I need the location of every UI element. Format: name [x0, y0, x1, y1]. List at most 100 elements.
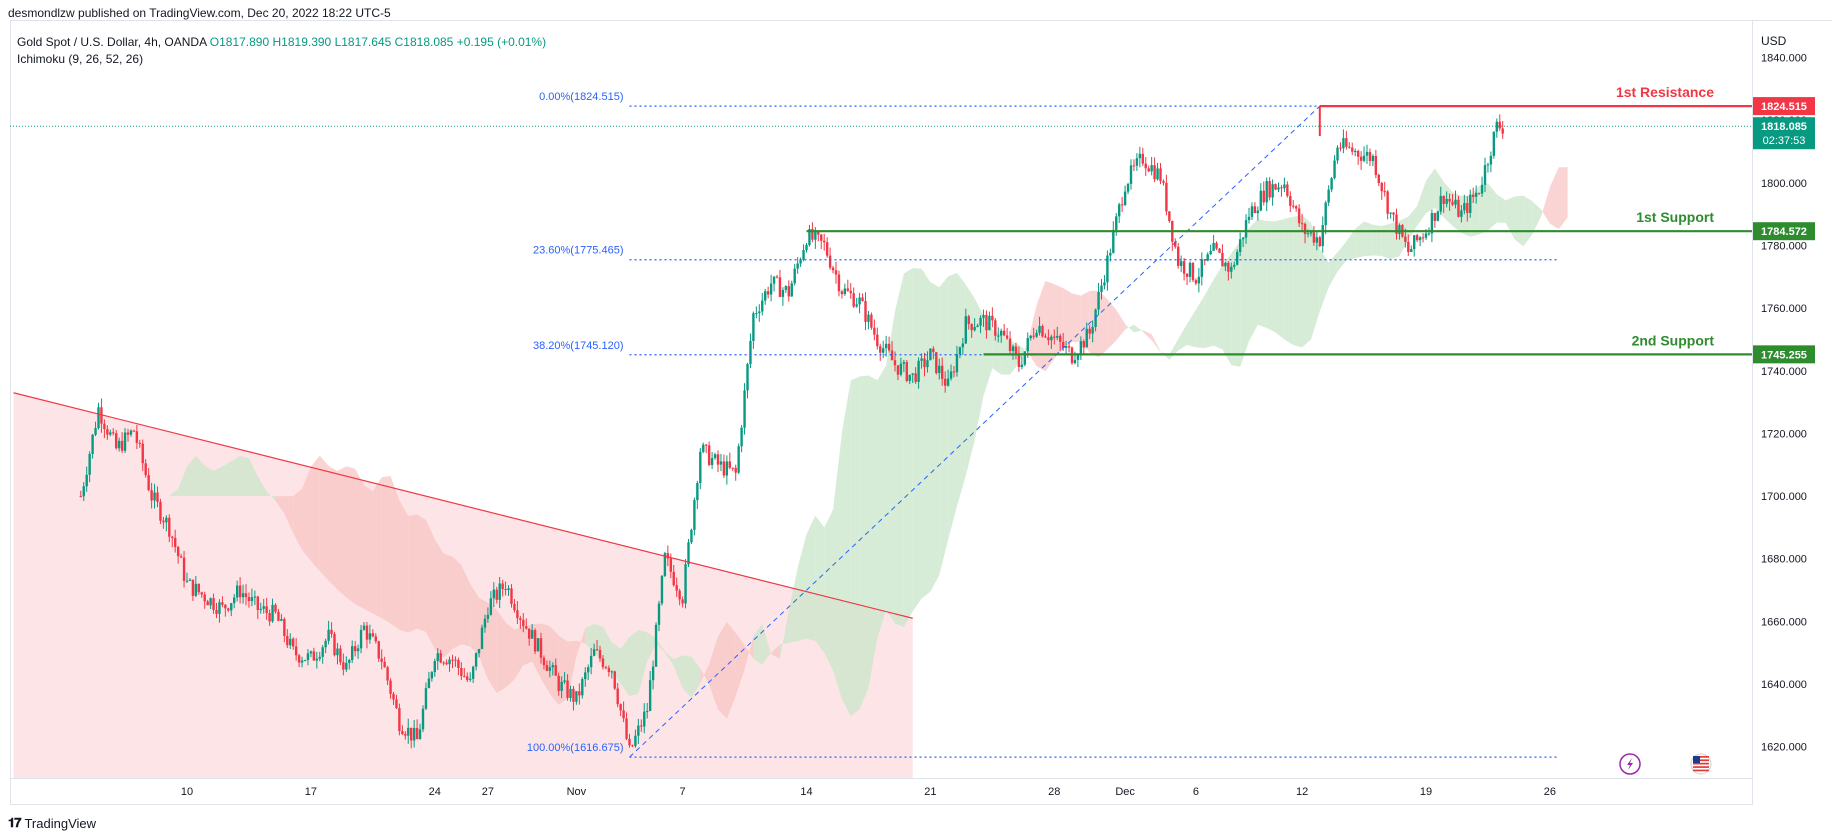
price-tick-label: 1800.000	[1761, 178, 1807, 190]
candle-body	[185, 580, 189, 582]
candle-body	[1067, 346, 1071, 348]
candle-body	[398, 708, 401, 732]
candle-body	[749, 340, 752, 365]
candle-body	[896, 365, 900, 375]
resistance-price-tag-label: 1824.515	[1761, 101, 1807, 113]
candle-body	[646, 711, 649, 713]
candle-body	[235, 585, 239, 598]
candle-body	[1501, 128, 1504, 134]
candle-body	[1233, 264, 1236, 267]
candle-body	[1359, 156, 1363, 161]
candle-body	[926, 360, 929, 368]
candle-body	[297, 655, 301, 663]
ichimoku-cloud-bearish	[558, 635, 568, 705]
time-tick-label: 27	[482, 786, 494, 798]
candle-body	[1097, 292, 1100, 310]
time-tick-label: Dec	[1115, 786, 1135, 798]
currency-label[interactable]: USD	[1761, 34, 1787, 48]
ichimoku-cloud-bearish	[1142, 330, 1152, 341]
candle-body	[1047, 337, 1050, 341]
candle-body	[203, 594, 206, 602]
last-price-tag	[1753, 117, 1815, 150]
candle-body	[156, 492, 159, 502]
candle-body	[1026, 338, 1029, 352]
ichimoku-cloud-bearish	[709, 636, 718, 710]
candle-body	[1147, 168, 1150, 172]
candle-body	[318, 656, 321, 659]
ichimoku-cloud-bearish	[1151, 334, 1161, 353]
ichimoku-cloud-bearish	[496, 609, 506, 694]
ichimoku-cloud-bullish	[1434, 168, 1444, 218]
ichimoku-cloud-bullish	[1505, 196, 1515, 240]
ichimoku-cloud-bullish	[1187, 309, 1196, 348]
ichimoku-cloud-bearish	[771, 644, 780, 659]
ichimoku-cloud-bullish	[1169, 338, 1179, 360]
candle-body	[1365, 152, 1369, 156]
ichimoku-cloud-bearish	[1027, 305, 1037, 367]
candle-body	[392, 693, 395, 700]
symbol-legend[interactable]: Gold Spot / U.S. Dollar, 4h, OANDA O1817…	[17, 35, 546, 49]
axis-frame-bottom-outer	[10, 804, 1752, 805]
ichimoku-cloud-bearish	[1045, 281, 1055, 372]
candle-body	[303, 660, 307, 662]
candle-body	[681, 599, 684, 604]
candle-body	[539, 638, 543, 658]
ichimoku-cloud-bullish	[992, 329, 1002, 375]
candle-body	[194, 583, 198, 596]
candle-body	[657, 603, 661, 625]
last-price-label: 1818.085	[1761, 121, 1807, 133]
candle-body	[274, 604, 277, 612]
fib-level-label: 100.00%(1616.675)	[527, 742, 624, 754]
candle-body	[560, 681, 563, 691]
plot-area[interactable]	[13, 114, 1568, 778]
candle-body	[138, 442, 141, 444]
tradingview-brand[interactable]: 𝟏𝟕 TradingView	[8, 815, 96, 831]
ichimoku-cloud-bullish	[266, 491, 276, 501]
candle-body	[162, 520, 165, 523]
candle-body	[1410, 249, 1413, 252]
ichimoku-cloud-bullish	[1496, 194, 1506, 223]
candle-body	[94, 427, 97, 435]
candle-body	[964, 316, 967, 344]
candle-body	[991, 315, 994, 321]
price-axis[interactable]: 1824.515 1784.572 1745.255 1620.000 1640.000…	[1753, 53, 1815, 754]
candle-body	[1029, 335, 1032, 339]
price-tick-label: 1760.000	[1761, 303, 1807, 315]
flag-stripe-icon	[1693, 756, 1709, 758]
ichimoku-cloud-bullish	[1018, 342, 1028, 363]
ichimoku-cloud-bullish	[1523, 195, 1533, 247]
candle-body	[1448, 198, 1451, 202]
candle-body	[1371, 155, 1375, 162]
candle-body	[1017, 354, 1021, 368]
time-axis[interactable]: 10 17 24 27 Nov 7 14 21 28 Dec 6 12 19 26	[181, 786, 1556, 798]
ichimoku-cloud-bearish	[1541, 187, 1550, 224]
lightning-glyph-icon	[1627, 758, 1633, 770]
candle-body	[197, 583, 200, 593]
candle-body	[902, 362, 906, 364]
axis-frame-bottom	[10, 778, 1752, 779]
candle-body	[887, 343, 891, 351]
candle-body	[333, 633, 336, 656]
candle-body	[1014, 346, 1018, 355]
indicator-legend[interactable]: Ichimoku (9, 26, 52, 26)	[17, 52, 144, 66]
candle-body	[1436, 211, 1439, 221]
flag-stripe-icon	[1693, 766, 1709, 768]
ichimoku-cloud-bearish	[1116, 309, 1126, 341]
candle-body	[858, 297, 861, 305]
candle-body	[817, 231, 820, 235]
candle-body	[97, 407, 100, 428]
candle-body	[849, 290, 852, 294]
candle-body	[238, 585, 242, 598]
candle-body	[501, 583, 504, 590]
ichimoku-cloud-bullish	[1213, 265, 1223, 350]
candle-body	[445, 662, 448, 665]
ichimoku-cloud-bullish	[602, 626, 612, 673]
candle-body	[752, 313, 755, 341]
support-price-tag	[1753, 222, 1815, 241]
axis-frame-left	[10, 20, 11, 805]
axis-frame-top	[10, 20, 1832, 21]
candle-body	[168, 517, 171, 537]
candle-body	[740, 427, 743, 447]
candle-body	[1185, 273, 1189, 277]
